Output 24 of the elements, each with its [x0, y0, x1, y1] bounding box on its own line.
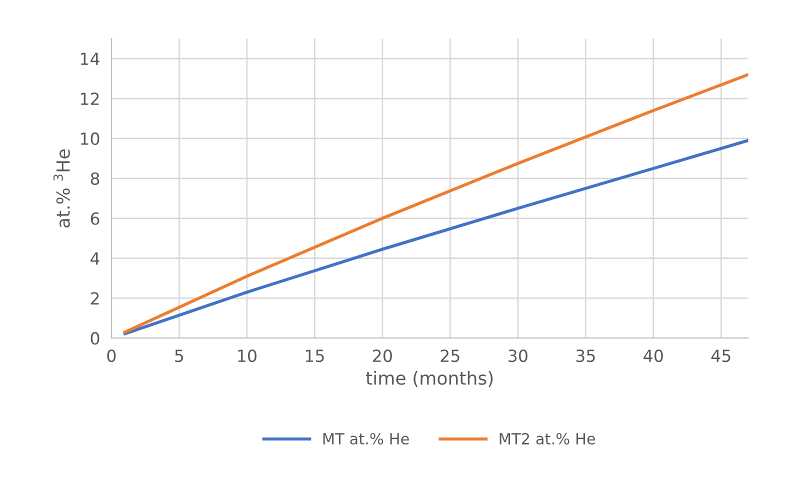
y-tick-label: 12 — [80, 92, 99, 105]
x-tick-label: 0 — [107, 350, 116, 362]
x-tick-label: 5 — [175, 350, 184, 362]
x-tick-label: 20 — [373, 350, 392, 362]
y-tick-label: 2 — [90, 292, 99, 305]
x-tick-label: 10 — [238, 350, 256, 362]
y-tick-label: 8 — [90, 172, 100, 185]
line-series — [123, 73, 748, 334]
x-tick-label: 45 — [711, 350, 730, 362]
line-series — [123, 138, 748, 336]
y-axis-title: at.% $^{3}$He — [53, 149, 70, 228]
x-tick-label: 15 — [306, 350, 324, 362]
y-tick-label: 4 — [90, 252, 100, 265]
x-axis-title: time (months) — [366, 370, 493, 387]
legend-label: MT2 at.% He — [500, 432, 596, 445]
y-tick-label: 14 — [80, 52, 100, 65]
y-tick-label: 6 — [90, 212, 100, 225]
x-tick-label: 25 — [440, 350, 460, 362]
x-tick-label: 40 — [644, 350, 663, 362]
legend-label: MT at.% He — [323, 432, 409, 445]
y-tick-label: 10 — [80, 132, 100, 146]
x-tick-label: 35 — [576, 350, 595, 362]
x-tick-label: 30 — [508, 350, 528, 362]
y-tick-label: 0 — [90, 332, 100, 345]
